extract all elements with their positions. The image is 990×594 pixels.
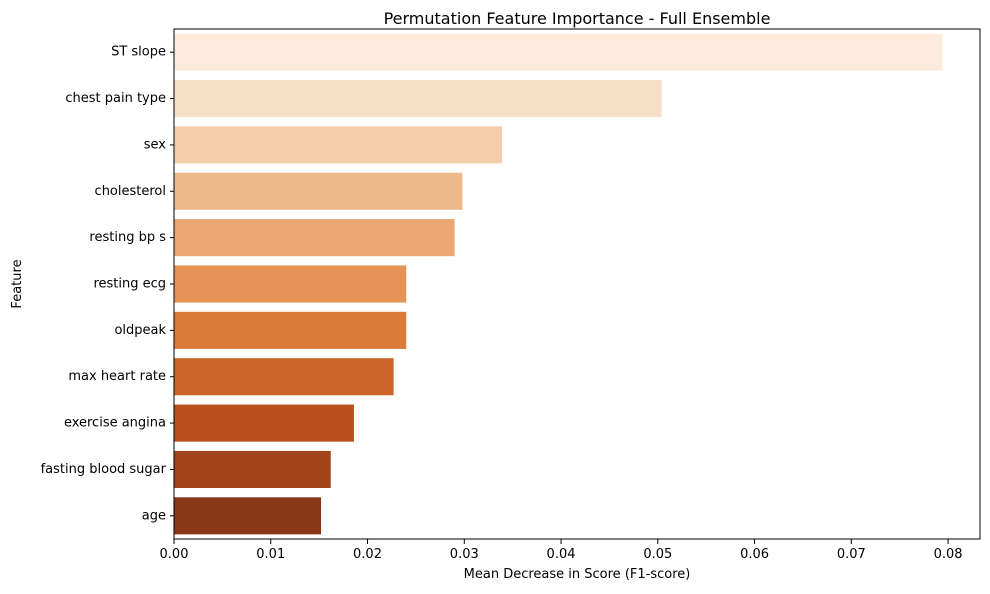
x-tick-label: 0.05 <box>643 547 672 562</box>
x-tick-label: 0.00 <box>160 547 189 562</box>
bar-exercise-angina <box>174 404 354 442</box>
bar-oldpeak <box>174 311 407 349</box>
plot-frame <box>173 28 981 540</box>
y-tick-labels: ST slope chest pain type sex cholesterol res… <box>41 45 174 523</box>
x-ticks: 0.00 0.01 0.02 0.03 0.04 0.05 0.06 0.07 0.08 <box>160 539 963 562</box>
y-tick-label: exercise angina <box>64 416 166 431</box>
bar-sex <box>174 126 503 164</box>
y-tick-label: oldpeak <box>114 323 166 338</box>
x-tick-label: 0.03 <box>450 547 479 562</box>
y-tick-label: max heart rate <box>68 369 166 384</box>
x-tick-label: 0.06 <box>740 547 769 562</box>
bar-fasting-blood-sugar <box>174 450 331 488</box>
bar-age <box>174 497 322 535</box>
bar-max-heart-rate <box>174 358 394 396</box>
bar-resting-bp-s <box>174 219 455 257</box>
y-tick-label: ST slope <box>111 45 166 60</box>
chart-title: Permutation Feature Importance - Full En… <box>384 9 771 28</box>
x-tick-label: 0.01 <box>256 547 285 562</box>
bar-chest-pain-type <box>174 80 662 118</box>
y-axis-title: Feature <box>10 259 25 308</box>
bar-resting-ecg <box>174 265 407 303</box>
x-axis-title: Mean Decrease in Score (F1-score) <box>464 567 691 582</box>
bars-group <box>174 33 943 535</box>
x-tick-label: 0.08 <box>934 547 963 562</box>
x-tick-label: 0.02 <box>353 547 382 562</box>
bar-st-slope <box>174 33 943 71</box>
y-tick-label: sex <box>144 137 167 152</box>
y-tick-label: age <box>142 508 166 523</box>
y-tick-label: chest pain type <box>65 91 166 106</box>
y-tick-label: resting ecg <box>93 277 166 292</box>
x-tick-label: 0.07 <box>837 547 866 562</box>
bar-cholesterol <box>174 172 463 210</box>
y-tick-label: cholesterol <box>95 184 166 199</box>
y-tick-label: resting bp s <box>89 230 166 245</box>
x-tick-label: 0.04 <box>547 547 576 562</box>
y-tick-label: fasting blood sugar <box>41 462 167 477</box>
